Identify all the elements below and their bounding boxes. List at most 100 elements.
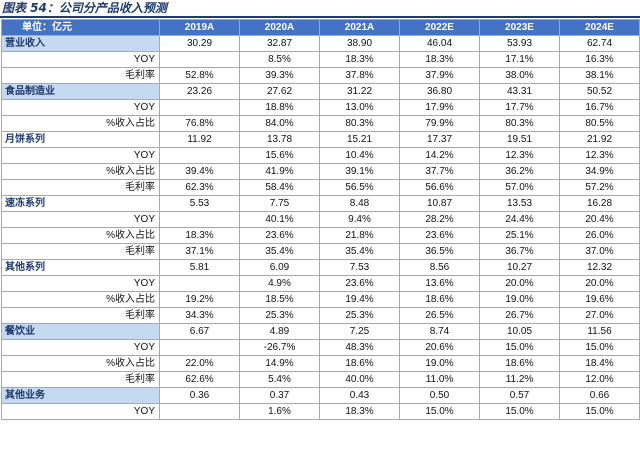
value-cell: 1.6% (239, 403, 320, 420)
segment-label: 餐饮业 (1, 323, 160, 340)
value-cell: 50.52 (559, 83, 640, 100)
metric-label: YOY (1, 339, 160, 356)
table-row: YOY 4.9% 23.6% 13.6% 20.0% 20.0% (1, 275, 640, 292)
value-cell: 37.8% (319, 67, 400, 84)
table-row: 毛利率 37.1% 35.4% 35.4% 36.5% 36.7% 37.0% (1, 243, 640, 260)
value-cell: 57.0% (479, 179, 560, 196)
value-cell: 19.2% (159, 291, 240, 308)
value-cell (159, 51, 240, 68)
year-header: 2020A (239, 19, 320, 36)
metric-label: YOY (1, 211, 160, 228)
header-row: 单位：亿元 2019A 2020A 2021A 2022E 2023E 2024… (1, 19, 640, 36)
value-cell: 39.1% (319, 163, 400, 180)
value-cell: 39.4% (159, 163, 240, 180)
value-cell: 12.3% (479, 147, 560, 164)
value-cell: 25.3% (319, 307, 400, 324)
value-cell: 12.32 (559, 259, 640, 276)
year-header: 2024E (559, 19, 640, 36)
value-cell: 10.05 (479, 323, 560, 340)
value-cell: 15.0% (479, 339, 560, 356)
value-cell: 26.0% (559, 227, 640, 244)
revenue-forecast-table: 单位：亿元 2019A 2020A 2021A 2022E 2023E 2024… (1, 19, 640, 420)
value-cell: 11.2% (479, 371, 560, 388)
value-cell: 11.0% (399, 371, 480, 388)
value-cell: 18.3% (319, 51, 400, 68)
value-cell: 34.9% (559, 163, 640, 180)
value-cell: 16.28 (559, 195, 640, 212)
value-cell: 18.3% (319, 403, 400, 420)
segment-label: 食品制造业 (1, 83, 160, 100)
value-cell: 17.1% (479, 51, 560, 68)
value-cell: 46.04 (399, 35, 480, 52)
table-row: 毛利率 62.6% 5.4% 40.0% 11.0% 11.2% 12.0% (1, 371, 640, 388)
value-cell: 79.9% (399, 115, 480, 132)
table-row: YOY 1.6% 18.3% 15.0% 15.0% 15.0% (1, 403, 640, 420)
value-cell: 24.4% (479, 211, 560, 228)
table-body: 营业收入 30.29 32.87 38.90 46.04 53.93 62.74 YOY 8.5… (1, 35, 640, 420)
value-cell: 36.5% (399, 243, 480, 260)
value-cell: 23.6% (239, 227, 320, 244)
value-cell: 12.3% (559, 147, 640, 164)
value-cell: 12.0% (559, 371, 640, 388)
value-cell: 57.2% (559, 179, 640, 196)
value-cell: 56.5% (319, 179, 400, 196)
value-cell: 23.26 (159, 83, 240, 100)
value-cell: 4.9% (239, 275, 320, 292)
segment-label: 营业收入 (1, 35, 160, 52)
value-cell: 7.75 (239, 195, 320, 212)
value-cell (159, 211, 240, 228)
metric-label: %收入占比 (1, 163, 160, 180)
value-cell: 36.7% (479, 243, 560, 260)
value-cell (159, 147, 240, 164)
value-cell: 11.56 (559, 323, 640, 340)
table-row: %收入占比 76.8% 84.0% 80.3% 79.9% 80.3% 80.5% (1, 115, 640, 132)
value-cell: 15.0% (559, 403, 640, 420)
year-header: 2021A (319, 19, 400, 36)
value-cell: 37.1% (159, 243, 240, 260)
value-cell: 0.50 (399, 387, 480, 404)
metric-label: YOY (1, 51, 160, 68)
value-cell: 0.66 (559, 387, 640, 404)
value-cell: 25.3% (239, 307, 320, 324)
unit-label: 单位：亿元 (1, 19, 160, 36)
value-cell: 23.6% (399, 227, 480, 244)
value-cell: 17.37 (399, 131, 480, 148)
value-cell: 23.6% (319, 275, 400, 292)
segment-label: 月饼系列 (1, 131, 160, 148)
value-cell: 7.25 (319, 323, 400, 340)
value-cell: 35.4% (319, 243, 400, 260)
value-cell: 13.78 (239, 131, 320, 148)
table-row: YOY 15.6% 10.4% 14.2% 12.3% 12.3% (1, 147, 640, 164)
value-cell: 52.8% (159, 67, 240, 84)
value-cell: 30.29 (159, 35, 240, 52)
table-row: 毛利率 34.3% 25.3% 25.3% 26.5% 26.7% 27.0% (1, 307, 640, 324)
value-cell: 38.90 (319, 35, 400, 52)
value-cell: 19.6% (559, 291, 640, 308)
value-cell: 13.0% (319, 99, 400, 116)
value-cell: 6.67 (159, 323, 240, 340)
value-cell: 8.48 (319, 195, 400, 212)
value-cell: 40.0% (319, 371, 400, 388)
year-header: 2022E (399, 19, 480, 36)
table-row: 食品制造业 23.26 27.62 31.22 36.80 43.31 50.52 (1, 83, 640, 100)
value-cell: 15.21 (319, 131, 400, 148)
value-cell: 18.4% (559, 355, 640, 372)
value-cell: 18.3% (159, 227, 240, 244)
value-cell: 56.6% (399, 179, 480, 196)
value-cell: 40.1% (239, 211, 320, 228)
table-row: YOY -26.7% 48.3% 20.6% 15.0% 15.0% (1, 339, 640, 356)
value-cell: 39.3% (239, 67, 320, 84)
metric-label: %收入占比 (1, 227, 160, 244)
value-cell (159, 403, 240, 420)
table-row: YOY 18.8% 13.0% 17.9% 17.7% 16.7% (1, 99, 640, 116)
value-cell: 62.6% (159, 371, 240, 388)
value-cell: 38.1% (559, 67, 640, 84)
value-cell: 14.9% (239, 355, 320, 372)
value-cell: 80.3% (319, 115, 400, 132)
value-cell: 26.7% (479, 307, 560, 324)
table-row: 月饼系列 11.92 13.78 15.21 17.37 19.51 21.92 (1, 131, 640, 148)
value-cell: 5.53 (159, 195, 240, 212)
value-cell: 18.6% (319, 355, 400, 372)
value-cell: 18.8% (239, 99, 320, 116)
value-cell: 27.62 (239, 83, 320, 100)
